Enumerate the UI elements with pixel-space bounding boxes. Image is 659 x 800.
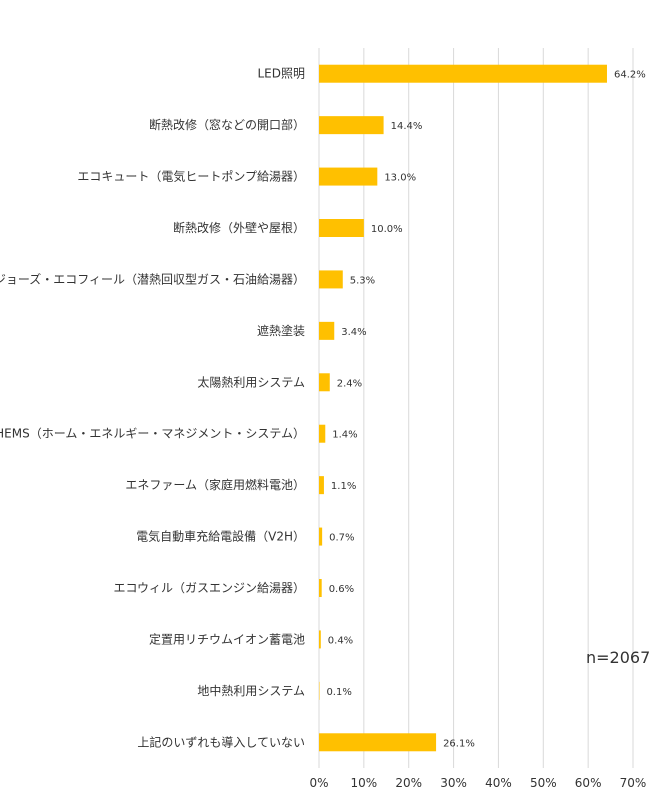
value-label: 0.4%	[328, 635, 353, 646]
value-label: 0.1%	[326, 687, 351, 698]
bar	[319, 527, 323, 546]
x-tick-label: 70%	[620, 776, 647, 790]
x-tick-label: 20%	[395, 776, 422, 790]
category-label: 定置用リチウムイオン蓄電池	[149, 631, 305, 646]
category-label: エネファーム（家庭用燃料電池）	[125, 477, 305, 492]
x-tick-labels: 0% 10% 20% 30% 40% 50% 60% 70%	[309, 776, 646, 790]
x-tick-label: 10%	[351, 776, 378, 790]
value-label: 2.4%	[337, 378, 362, 389]
value-label: 1.4%	[332, 430, 357, 441]
category-label: 上記のいずれも導入していない	[137, 734, 305, 749]
x-tick-label: 60%	[575, 776, 602, 790]
bar	[319, 270, 343, 289]
value-label: 13.0%	[384, 173, 416, 184]
value-label: 64.2%	[614, 70, 646, 81]
x-tick-label: 40%	[485, 776, 512, 790]
bar	[319, 424, 326, 443]
category-label: 断熱改修（窓などの開口部）	[149, 117, 305, 132]
value-label: 1.1%	[331, 481, 356, 492]
bar	[319, 476, 324, 495]
category-label: 遮熱塗装	[257, 323, 305, 338]
value-label: 10.0%	[371, 224, 403, 235]
category-label: エコウィル（ガスエンジン給湯器）	[113, 581, 305, 595]
value-label: 0.6%	[329, 584, 354, 595]
x-tick-label: 0%	[309, 776, 328, 790]
sample-size-note: n=2067	[586, 648, 651, 667]
x-tick-label: 50%	[530, 776, 557, 790]
category-label: 太陽熱利用システム	[197, 374, 305, 389]
bar	[319, 733, 437, 752]
bar	[319, 64, 607, 83]
bar	[319, 167, 378, 186]
bar	[319, 373, 330, 392]
bar	[319, 219, 364, 237]
value-label: 5.3%	[350, 275, 375, 286]
bars	[319, 64, 607, 752]
value-label: 26.1%	[443, 738, 475, 749]
category-label: LED照明	[257, 67, 305, 81]
x-tick-label: 30%	[440, 776, 467, 790]
bar	[319, 116, 384, 135]
bar	[319, 579, 322, 597]
category-label: エコジョーズ・エコフィール（潜熱回収型ガス・石油給湯器）	[0, 271, 305, 286]
value-label: 3.4%	[341, 327, 366, 338]
category-label: エコキュート（電気ヒートポンプ給湯器）	[77, 169, 305, 184]
category-label: 電気自動車充給電設備（V2H）	[136, 529, 305, 544]
category-label: 断熱改修（外壁や屋根）	[173, 220, 305, 235]
value-labels: 64.2% 14.4% 13.0% 10.0% 5.3% 3.4% 2.4% 1.4% 1.1%…	[326, 70, 645, 750]
bar	[319, 630, 321, 649]
bar	[319, 321, 335, 340]
value-label: 0.7%	[329, 533, 354, 544]
category-label: 地中熱利用システム	[197, 683, 305, 698]
category-label: HEMS（ホーム・エネルギー・マネジメント・システム）	[0, 427, 305, 441]
value-label: 14.4%	[391, 121, 423, 132]
